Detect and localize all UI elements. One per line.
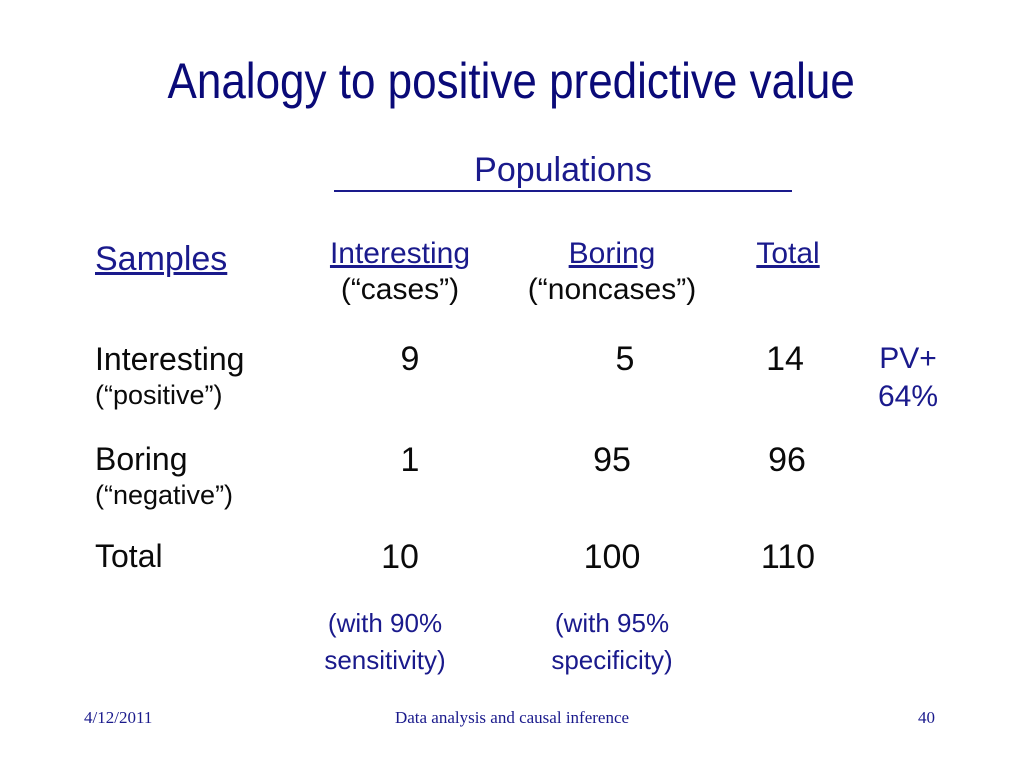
pv-value: 64% xyxy=(877,380,939,413)
column-header-label: Boring xyxy=(568,237,656,270)
note-line: (with 90% xyxy=(327,608,443,638)
sensitivity-note: (with 90% sensitivity) xyxy=(300,605,470,679)
row-label-interesting: Interesting (“positive”) xyxy=(95,340,244,412)
column-header-interesting: Interesting (“cases”) xyxy=(310,236,490,308)
row-label-sub: (“negative”) xyxy=(95,480,234,510)
column-header-sublabel: (“cases”) xyxy=(340,273,460,306)
column-header-label: Total xyxy=(756,237,820,270)
note-line: (with 95% xyxy=(554,608,670,638)
populations-header: Populations xyxy=(334,150,792,192)
row-label-total: Total xyxy=(95,537,163,575)
note-line: sensitivity) xyxy=(324,645,446,675)
slide-number: 40 xyxy=(918,708,935,727)
table-cell: 5 xyxy=(615,340,635,378)
row-label-main: Total xyxy=(95,538,163,574)
column-header-boring: Boring (“noncases”) xyxy=(502,236,722,308)
column-header-label: Interesting xyxy=(329,237,471,270)
table-cell: 96 xyxy=(768,441,806,479)
row-label-boring: Boring (“negative”) xyxy=(95,440,233,512)
column-header-total: Total xyxy=(738,236,838,272)
table-cell: 10 xyxy=(381,538,419,576)
table-cell: 110 xyxy=(760,538,816,576)
row-label-main: Boring xyxy=(95,441,188,477)
slide-title: Analogy to positive predictive value xyxy=(167,53,855,109)
table-cell: 95 xyxy=(593,441,631,479)
footer-date: 4/12/2011 xyxy=(84,708,153,727)
footer-center-text: Data analysis and causal inference xyxy=(394,708,630,727)
table-cell: 9 xyxy=(400,340,420,378)
column-header-sublabel: (“noncases”) xyxy=(527,273,697,306)
row-label-main: Interesting xyxy=(95,341,245,377)
table-cell: 14 xyxy=(766,340,804,378)
table-cell: 1 xyxy=(400,441,420,479)
note-line: specificity) xyxy=(551,645,673,675)
pv-plus-annotation: PV+ 64% xyxy=(868,340,948,416)
samples-label: Samples xyxy=(95,240,228,278)
table-cell: 100 xyxy=(583,538,641,576)
row-label-sub: (“positive”) xyxy=(95,380,223,410)
pv-label: PV+ xyxy=(879,342,937,375)
specificity-note: (with 95% specificity) xyxy=(527,605,697,679)
